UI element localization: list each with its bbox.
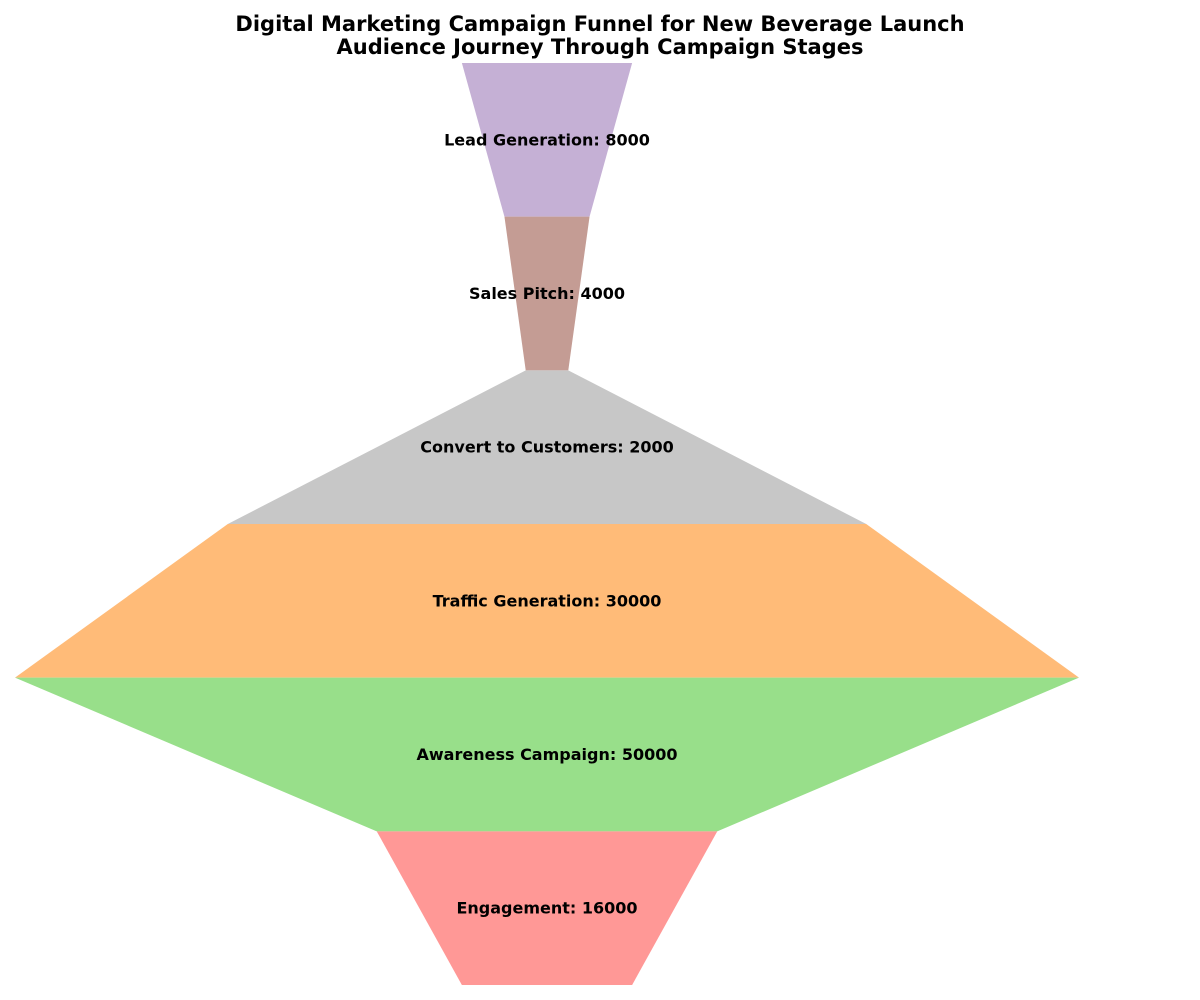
- segment-label-convert-to-customers: Convert to Customers: 2000: [420, 438, 673, 457]
- chart-title: Digital Marketing Campaign Funnel for Ne…: [235, 12, 964, 36]
- funnel-segment-traffic-generation: [15, 524, 1079, 678]
- funnel-segments: [15, 63, 1079, 985]
- segment-label-traffic-generation: Traffic Generation: 30000: [433, 591, 662, 610]
- funnel-segment-awareness-campaign: [15, 677, 1079, 832]
- funnel-segment-sales-pitch: [504, 216, 590, 371]
- funnel-segment-convert-to-customers: [227, 370, 867, 524]
- segment-label-awareness-campaign: Awareness Campaign: 50000: [417, 745, 678, 764]
- segment-label-sales-pitch: Sales Pitch: 4000: [469, 284, 625, 303]
- segment-label-lead-generation: Lead Generation: 8000: [444, 130, 650, 149]
- funnel-labels: Lead Generation: 8000 Sales Pitch: 4000 Co…: [417, 130, 678, 917]
- funnel-segment-lead-generation: [461, 63, 633, 217]
- chart-subtitle: Audience Journey Through Campaign Stages: [337, 35, 864, 59]
- funnel-segment-engagement: [376, 831, 718, 985]
- segment-label-engagement: Engagement: 16000: [456, 899, 637, 918]
